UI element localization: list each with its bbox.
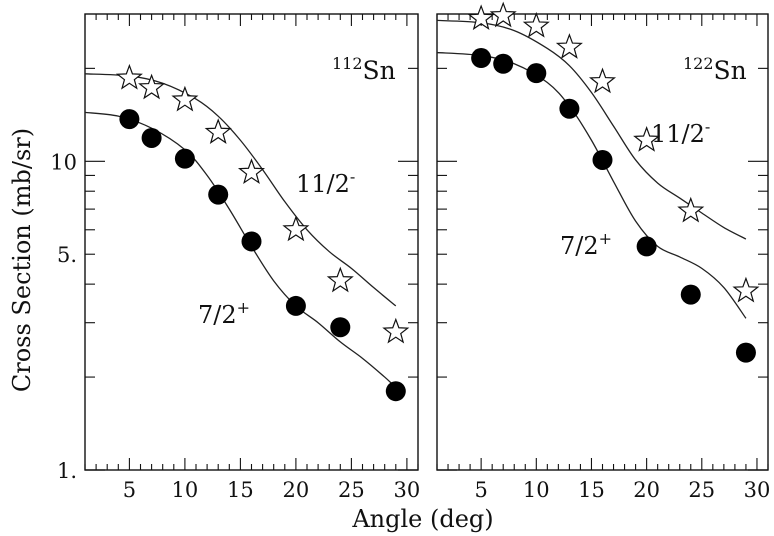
data-point-star xyxy=(326,266,354,293)
isotope-label: 112Sn xyxy=(332,54,396,85)
x-tick-label: 20 xyxy=(283,478,310,502)
fit-curve-7-2 xyxy=(436,51,747,319)
data-point-star xyxy=(677,196,705,223)
x-tick-label: 15 xyxy=(227,478,254,502)
curve-label-11-2-minus: 11/2- xyxy=(296,167,355,198)
x-tick-label: 10 xyxy=(523,478,550,502)
x-tick-label: 30 xyxy=(394,478,421,502)
data-point-circle xyxy=(526,63,547,84)
data-point-star xyxy=(633,126,661,152)
x-tick-label: 5 xyxy=(474,478,487,502)
x-axis-title: Angle (deg) xyxy=(351,505,493,533)
data-point-circle xyxy=(119,109,140,130)
isotope-mass-number: 122 xyxy=(683,54,714,73)
x-tick-label: 5 xyxy=(123,478,136,502)
x-tick-label: 15 xyxy=(578,478,605,502)
data-point-circle xyxy=(680,284,701,305)
data-point-star xyxy=(171,85,199,112)
curve-label-base: 7/2 xyxy=(560,232,599,260)
x-tick-label: 10 xyxy=(172,478,199,502)
data-point-circle xyxy=(141,127,162,148)
isotope-symbol: Sn xyxy=(363,56,396,85)
isotope-mass-number: 112 xyxy=(332,54,363,73)
data-point-star xyxy=(138,73,166,100)
data-point-star xyxy=(489,1,517,28)
data-point-star xyxy=(115,63,143,90)
data-point-circle xyxy=(241,231,262,252)
curve-label-7-2-plus: 7/2+ xyxy=(560,229,612,260)
data-point-circle xyxy=(330,317,351,338)
data-point-circle xyxy=(735,342,756,363)
panel-122sn: 5 10 15 20 25 30 122Sn 11/2- 7/2+ xyxy=(436,1,771,502)
isotope-symbol: Sn xyxy=(714,56,747,85)
y-tick-label: 1. xyxy=(57,459,77,483)
x-tick-label: 25 xyxy=(688,478,715,502)
data-point-star xyxy=(382,317,410,344)
data-point-circle xyxy=(592,149,613,170)
curve-label-base: 11/2 xyxy=(651,120,705,148)
data-point-star xyxy=(467,4,495,31)
curve-label-base: 11/2 xyxy=(296,170,350,198)
data-point-circle xyxy=(285,295,306,316)
panel-112sn: 5 10 15 20 25 30 1. 5. 10 112Sn 11/2- 7/2+ xyxy=(50,13,421,502)
data-point-star xyxy=(282,215,310,242)
data-point-star xyxy=(555,33,583,59)
y-tick-label: 10 xyxy=(50,150,77,174)
data-point-circle xyxy=(559,98,580,119)
x-tick-label: 20 xyxy=(633,478,660,502)
data-point-star xyxy=(204,118,232,144)
data-point-circle xyxy=(471,48,492,69)
data-point-circle xyxy=(174,148,195,169)
data-point-star xyxy=(237,158,266,184)
y-axis-title: Cross Section (mb/sr) xyxy=(8,128,36,392)
curve-label-7-2-plus: 7/2+ xyxy=(198,298,250,329)
curve-label-superscript: + xyxy=(599,229,612,248)
data-point-circle xyxy=(636,236,657,257)
data-point-circle xyxy=(385,381,406,402)
curve-label-superscript: - xyxy=(350,167,355,186)
curve-label-11-2-minus: 11/2- xyxy=(651,117,710,148)
y-tick-label: 5. xyxy=(57,243,77,267)
data-point-star xyxy=(588,67,617,94)
fit-curve-11-2 xyxy=(436,19,747,240)
data-point-circle xyxy=(493,53,514,74)
data-point-star xyxy=(522,11,550,38)
data-point-star xyxy=(732,276,760,303)
x-tick-label: 30 xyxy=(744,478,771,502)
x-tick-label: 25 xyxy=(338,478,365,502)
data-point-circle xyxy=(208,184,229,205)
isotope-label: 122Sn xyxy=(683,54,747,85)
fit-curve-7-2 xyxy=(84,111,397,388)
curve-label-superscript: - xyxy=(705,117,710,136)
curve-label-superscript: + xyxy=(237,298,250,317)
curve-label-base: 7/2 xyxy=(198,301,237,329)
